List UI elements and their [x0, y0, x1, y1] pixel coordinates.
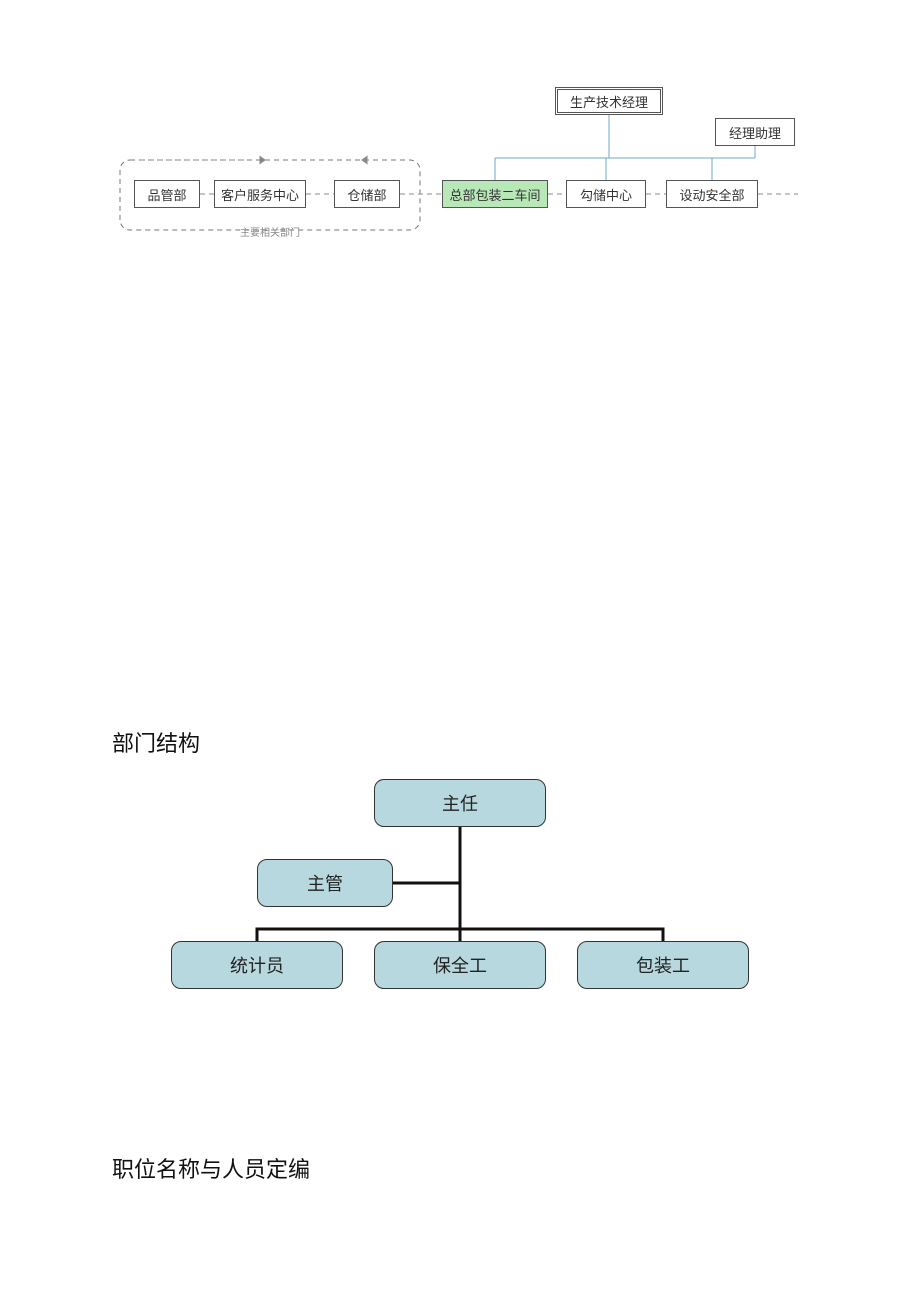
org2-node-stat: 统计员	[171, 941, 343, 989]
org2-lines	[0, 0, 920, 1060]
org2-node-maint: 保全工	[374, 941, 546, 989]
page: 生产技术经理经理助理品管部客户服务中心仓储部总部包装二车间勾储中心设动安全部 主…	[0, 0, 920, 1301]
org2-node-packer: 包装工	[577, 941, 749, 989]
org2-node-supervisor: 主管	[257, 859, 393, 907]
org2-node-director: 主任	[374, 779, 546, 827]
heading-positions: 职位名称与人员定编	[112, 1152, 310, 1184]
